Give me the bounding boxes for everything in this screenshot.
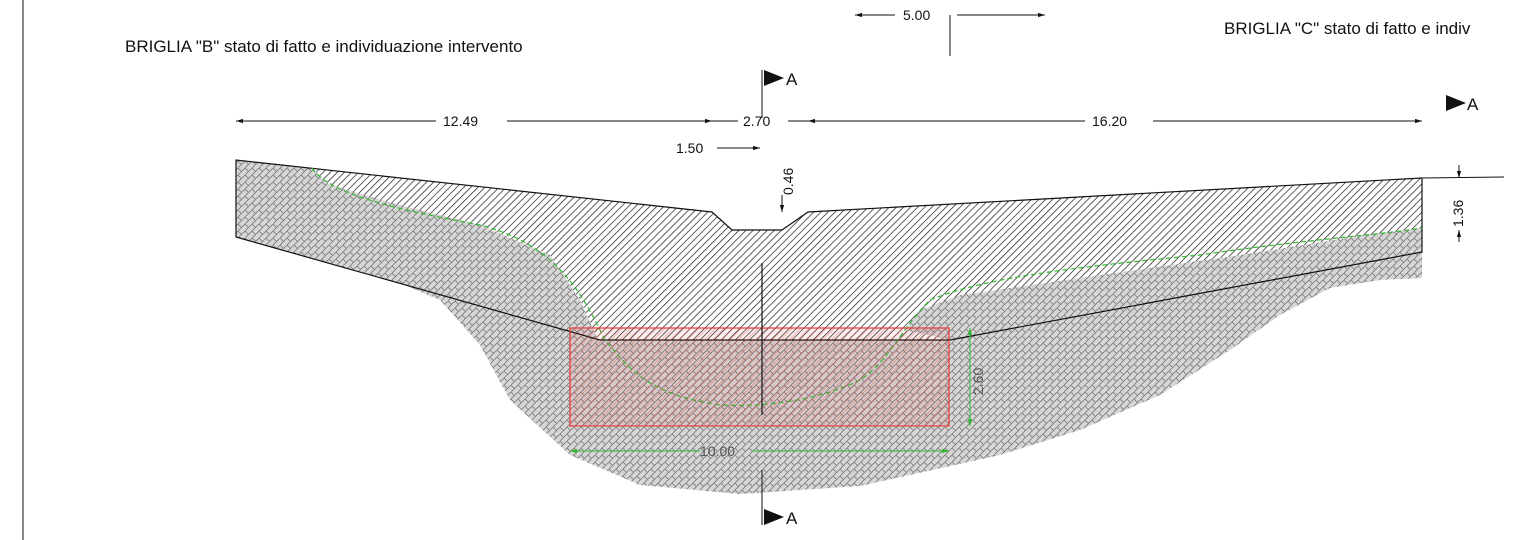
existing-structure-hatch bbox=[236, 160, 1422, 340]
dim-line-2-70: 2.70 bbox=[712, 113, 808, 129]
section-label-bottom: A bbox=[786, 509, 798, 528]
dim-line-2-60: 2.60 bbox=[967, 328, 986, 426]
dim-1-36: 1.36 bbox=[1450, 200, 1466, 227]
dim-12-49: 12.49 bbox=[443, 113, 478, 129]
section-marker-bottom: A bbox=[764, 509, 798, 528]
dim-2-60: 2.60 bbox=[970, 368, 986, 395]
intervention-area bbox=[569, 327, 950, 427]
dim-0-46: 0.46 bbox=[780, 168, 796, 195]
dim-1-50: 1.50 bbox=[676, 140, 703, 156]
section-marker-right: A bbox=[1446, 95, 1479, 114]
title-briglia-c: BRIGLIA "C" stato di fatto e indiv bbox=[1224, 19, 1471, 38]
dim-line-1-50: 1.50 bbox=[676, 140, 760, 156]
dim-line-16-20: 16.20 bbox=[808, 113, 1422, 129]
dim-line-0-46: 0.46 bbox=[779, 168, 796, 212]
title-briglia-b: BRIGLIA "B" stato di fatto e individuazi… bbox=[125, 37, 523, 56]
dim-line-1-36: 1.36 bbox=[1421, 165, 1505, 242]
section-label-top: A bbox=[786, 70, 798, 89]
soil-layer-gray-band-right bbox=[905, 228, 1422, 340]
section-marker-top: A bbox=[764, 70, 798, 89]
dim-line-12-49: 12.49 bbox=[236, 113, 712, 129]
dim-16-20: 16.20 bbox=[1092, 113, 1127, 129]
dim-2-70: 2.70 bbox=[743, 113, 770, 129]
dim-5-00: 5.00 bbox=[903, 7, 930, 23]
soil-layer-gray-band bbox=[236, 160, 600, 340]
section-label-right: A bbox=[1467, 95, 1479, 114]
green-boundary bbox=[311, 167, 1423, 407]
scale-bar: 5.00 bbox=[855, 7, 1045, 56]
dim-10-00: 10.00 bbox=[700, 443, 735, 459]
dim-line-10-00: 10.00 bbox=[570, 443, 949, 459]
